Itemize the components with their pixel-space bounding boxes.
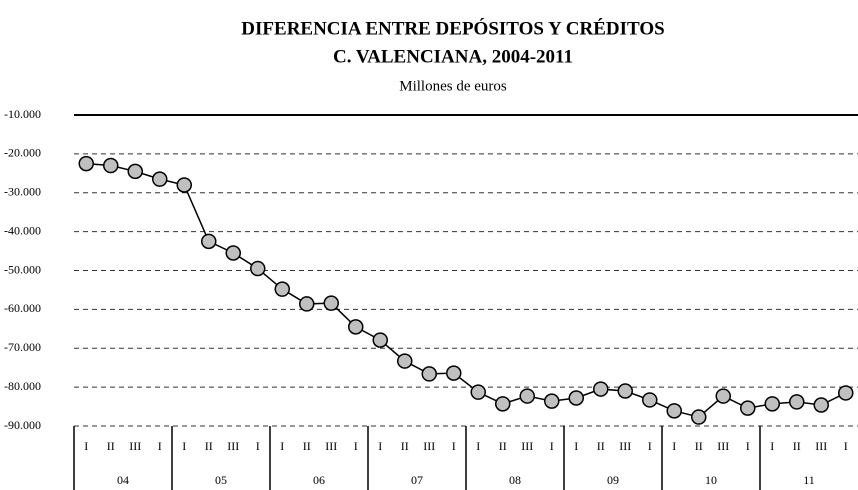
marker bbox=[568, 390, 584, 406]
x-tick-label: I bbox=[746, 439, 750, 453]
x-tick-label: I bbox=[648, 439, 652, 453]
marker bbox=[176, 177, 192, 193]
marker bbox=[715, 388, 731, 404]
marker bbox=[593, 381, 609, 397]
group-label: 08 bbox=[509, 473, 521, 487]
marker bbox=[495, 396, 511, 412]
group-label: 07 bbox=[411, 473, 423, 487]
y-tick-label: -20.000 bbox=[4, 146, 41, 160]
x-tick-label: II bbox=[107, 439, 115, 453]
marker bbox=[813, 397, 829, 413]
group-label: 05 bbox=[215, 473, 227, 487]
marker bbox=[666, 403, 682, 419]
marker bbox=[323, 295, 339, 311]
y-tick-label: -10.000 bbox=[4, 107, 41, 121]
x-tick-label: II bbox=[401, 439, 409, 453]
x-tick-label: III bbox=[717, 439, 729, 453]
y-tick-label: -80.000 bbox=[4, 379, 41, 393]
line bbox=[86, 162, 847, 418]
y-tick-label: -70.000 bbox=[4, 340, 41, 354]
marker bbox=[617, 383, 633, 399]
marker bbox=[299, 296, 315, 312]
marker bbox=[740, 400, 756, 416]
marker bbox=[691, 409, 707, 425]
x-tick-label: III bbox=[423, 439, 435, 453]
marker bbox=[201, 233, 217, 250]
group-label: 09 bbox=[607, 473, 619, 487]
group-label: 04 bbox=[117, 473, 129, 487]
marker bbox=[789, 394, 805, 410]
marker bbox=[103, 157, 119, 174]
marker bbox=[764, 396, 780, 412]
marker bbox=[78, 155, 94, 172]
x-tick-label: I bbox=[574, 439, 578, 453]
x-tick-label: III bbox=[227, 439, 239, 453]
x-tick-label: I bbox=[550, 439, 554, 453]
y-tick-label: -30.000 bbox=[4, 185, 41, 199]
marker bbox=[250, 260, 266, 277]
y-tick-label: -90.000 bbox=[4, 418, 41, 432]
marker bbox=[642, 392, 658, 408]
marker bbox=[470, 384, 486, 400]
y-tick-label: -60.000 bbox=[4, 301, 41, 315]
x-tick-label: I bbox=[158, 439, 162, 453]
marker bbox=[274, 281, 290, 297]
x-tick-label: I bbox=[256, 439, 260, 453]
x-tick-label: I bbox=[182, 439, 186, 453]
y-tick-label: -40.000 bbox=[4, 223, 41, 237]
unit-label: Millones de euros bbox=[399, 78, 507, 94]
marker bbox=[446, 365, 462, 381]
x-tick-label: III bbox=[325, 439, 337, 453]
x-tick-label: I bbox=[672, 439, 676, 453]
marker bbox=[838, 385, 854, 401]
group-label: 11 bbox=[803, 473, 815, 487]
x-tick-label: II bbox=[499, 439, 507, 453]
x-tick-label: III bbox=[129, 439, 141, 453]
x-tick-label: III bbox=[619, 439, 631, 453]
x-tick-label: II bbox=[597, 439, 605, 453]
marker bbox=[225, 245, 241, 261]
chart-subtitle: C. VALENCIANA, 2004-2011 bbox=[333, 46, 573, 67]
marker bbox=[519, 388, 535, 404]
y-tick-label: -50.000 bbox=[4, 262, 41, 276]
marker bbox=[397, 353, 413, 369]
x-tick-label: I bbox=[452, 439, 456, 453]
x-tick-label: I bbox=[84, 439, 88, 453]
chart-title: DIFERENCIA ENTRE DEPÓSITOS Y CRÉDITOS bbox=[241, 17, 664, 39]
x-tick-label: II bbox=[695, 439, 703, 453]
group-label: 06 bbox=[313, 473, 325, 487]
marker bbox=[348, 319, 364, 335]
marker bbox=[421, 366, 437, 382]
marker bbox=[372, 332, 388, 348]
x-tick-label: I bbox=[354, 439, 358, 453]
x-tick-label: I bbox=[280, 439, 284, 453]
x-tick-label: II bbox=[303, 439, 311, 453]
x-tick-label: II bbox=[793, 439, 801, 453]
x-tick-label: I bbox=[476, 439, 480, 453]
x-tick-label: I bbox=[770, 439, 774, 453]
x-tick-label: III bbox=[521, 439, 533, 453]
x-tick-label: II bbox=[205, 439, 213, 453]
x-tick-label: III bbox=[815, 439, 827, 453]
marker bbox=[544, 393, 560, 409]
x-tick-label: I bbox=[844, 439, 848, 453]
group-label: 10 bbox=[705, 473, 717, 487]
marker bbox=[127, 163, 143, 180]
x-tick-label: I bbox=[378, 439, 382, 453]
marker bbox=[152, 171, 168, 187]
